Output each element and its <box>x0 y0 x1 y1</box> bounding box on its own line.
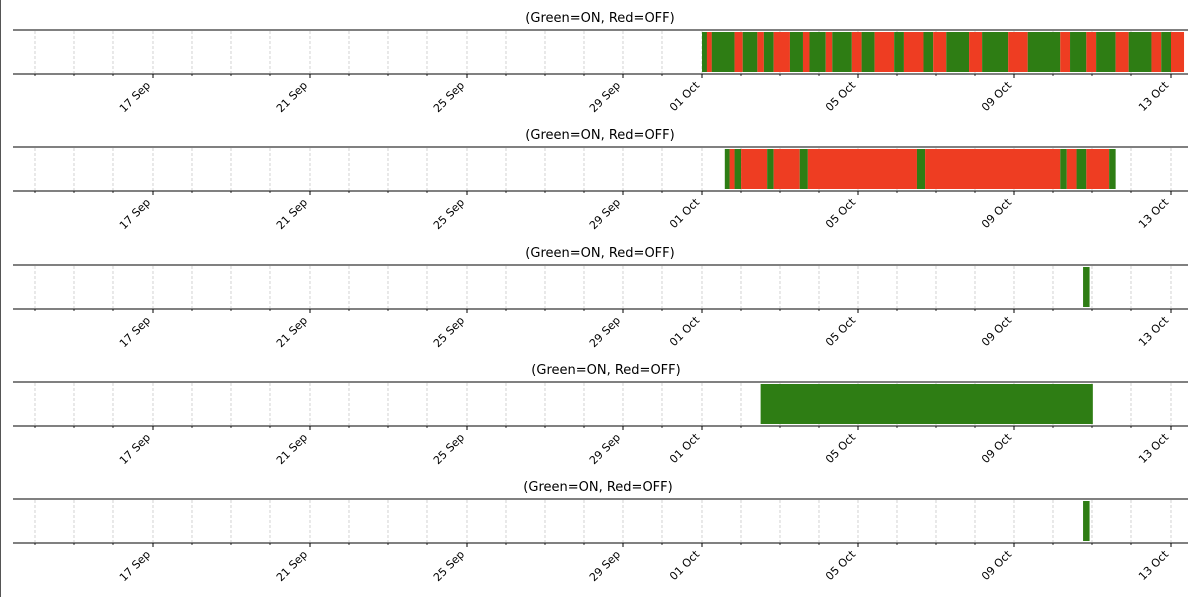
x-tick-label: 25 Sep <box>431 196 467 232</box>
on-segment <box>734 149 742 189</box>
on-segment <box>832 32 852 72</box>
on-segment <box>894 32 904 72</box>
x-tick-label: 21 Sep <box>274 79 310 115</box>
on-segment <box>916 149 926 189</box>
on-segment <box>1083 501 1090 541</box>
x-tick-label: 17 Sep <box>117 431 153 467</box>
off-segment <box>1008 32 1028 72</box>
off-segment <box>1086 149 1110 189</box>
x-tick-label: 01 Oct <box>667 430 702 465</box>
on-segment <box>946 32 970 72</box>
x-tick-label: 21 Sep <box>274 548 310 584</box>
on-segment <box>742 32 758 72</box>
x-tick-label: 09 Oct <box>979 313 1014 348</box>
x-tick-label: 13 Oct <box>1136 78 1171 113</box>
x-tick-label: 01 Oct <box>667 547 702 582</box>
off-segment <box>925 149 1061 189</box>
x-tick-label: 13 Oct <box>1136 430 1171 465</box>
x-tick-label: 25 Sep <box>431 314 467 350</box>
on-segment <box>923 32 934 72</box>
chart-title: (Green=ON, Red=OFF) <box>525 11 674 26</box>
on-segment <box>789 32 803 72</box>
off-segment <box>1086 32 1097 72</box>
chart-title: (Green=ON, Red=OFF) <box>531 363 680 378</box>
on-segment <box>1083 267 1090 307</box>
on-segment <box>799 149 808 189</box>
x-tick-label: 29 Sep <box>587 314 623 350</box>
on-segment <box>760 384 1093 424</box>
off-segment <box>802 32 810 72</box>
x-tick-label: 25 Sep <box>431 431 467 467</box>
x-tick-label: 17 Sep <box>117 548 153 584</box>
on-segment <box>1070 32 1087 72</box>
x-tick-label: 05 Oct <box>823 195 858 230</box>
x-tick-label: 17 Sep <box>117 314 153 350</box>
chart-title: (Green=ON, Red=OFF) <box>523 480 672 495</box>
chart-title: (Green=ON, Red=OFF) <box>525 246 674 261</box>
on-segment <box>702 32 707 72</box>
off-segment <box>773 32 790 72</box>
x-tick-label: 09 Oct <box>979 430 1014 465</box>
x-tick-label: 05 Oct <box>823 313 858 348</box>
on-segment <box>711 32 735 72</box>
off-segment <box>729 149 735 189</box>
off-segment <box>734 32 743 72</box>
x-tick-label: 09 Oct <box>979 78 1014 113</box>
x-tick-label: 05 Oct <box>823 547 858 582</box>
on-segment <box>763 32 774 72</box>
on-segment <box>1027 32 1061 72</box>
on-segment <box>767 149 774 189</box>
x-tick-label: 05 Oct <box>823 430 858 465</box>
on-segment <box>1109 149 1116 189</box>
off-segment <box>1066 149 1077 189</box>
off-segment <box>741 149 768 189</box>
x-tick-label: 09 Oct <box>979 547 1014 582</box>
x-tick-label: 29 Sep <box>587 431 623 467</box>
on-segment <box>1128 32 1152 72</box>
on-segment <box>861 32 875 72</box>
x-tick-label: 17 Sep <box>117 196 153 232</box>
off-segment <box>706 32 712 72</box>
x-tick-label: 21 Sep <box>274 431 310 467</box>
off-segment <box>825 32 833 72</box>
x-tick-label: 29 Sep <box>587 548 623 584</box>
x-tick-label: 25 Sep <box>431 548 467 584</box>
on-segment <box>1096 32 1116 72</box>
off-segment <box>851 32 862 72</box>
off-segment <box>1171 32 1185 72</box>
on-segment <box>1076 149 1087 189</box>
off-segment <box>1060 32 1071 72</box>
off-segment <box>903 32 924 72</box>
on-segment <box>724 149 730 189</box>
x-tick-label: 13 Oct <box>1136 313 1171 348</box>
x-tick-label: 13 Oct <box>1136 195 1171 230</box>
off-segment <box>1151 32 1162 72</box>
x-tick-label: 25 Sep <box>431 79 467 115</box>
x-tick-label: 09 Oct <box>979 195 1014 230</box>
off-segment <box>807 149 917 189</box>
on-segment <box>982 32 1009 72</box>
x-tick-label: 01 Oct <box>667 78 702 113</box>
x-tick-label: 17 Sep <box>117 79 153 115</box>
chart-title: (Green=ON, Red=OFF) <box>525 128 674 143</box>
off-segment <box>757 32 764 72</box>
left-window-edge <box>0 0 1 597</box>
off-segment <box>969 32 983 72</box>
on-segment <box>809 32 826 72</box>
x-tick-label: 13 Oct <box>1136 547 1171 582</box>
off-segment <box>874 32 895 72</box>
off-segment <box>933 32 947 72</box>
off-segment <box>1115 32 1129 72</box>
on-segment <box>1060 149 1067 189</box>
x-tick-label: 21 Sep <box>274 196 310 232</box>
x-tick-label: 21 Sep <box>274 314 310 350</box>
x-tick-label: 29 Sep <box>587 196 623 232</box>
on-segment <box>1161 32 1171 72</box>
off-segment <box>773 149 800 189</box>
x-tick-label: 29 Sep <box>587 79 623 115</box>
x-tick-label: 01 Oct <box>667 195 702 230</box>
x-tick-label: 05 Oct <box>823 78 858 113</box>
x-tick-label: 01 Oct <box>667 313 702 348</box>
